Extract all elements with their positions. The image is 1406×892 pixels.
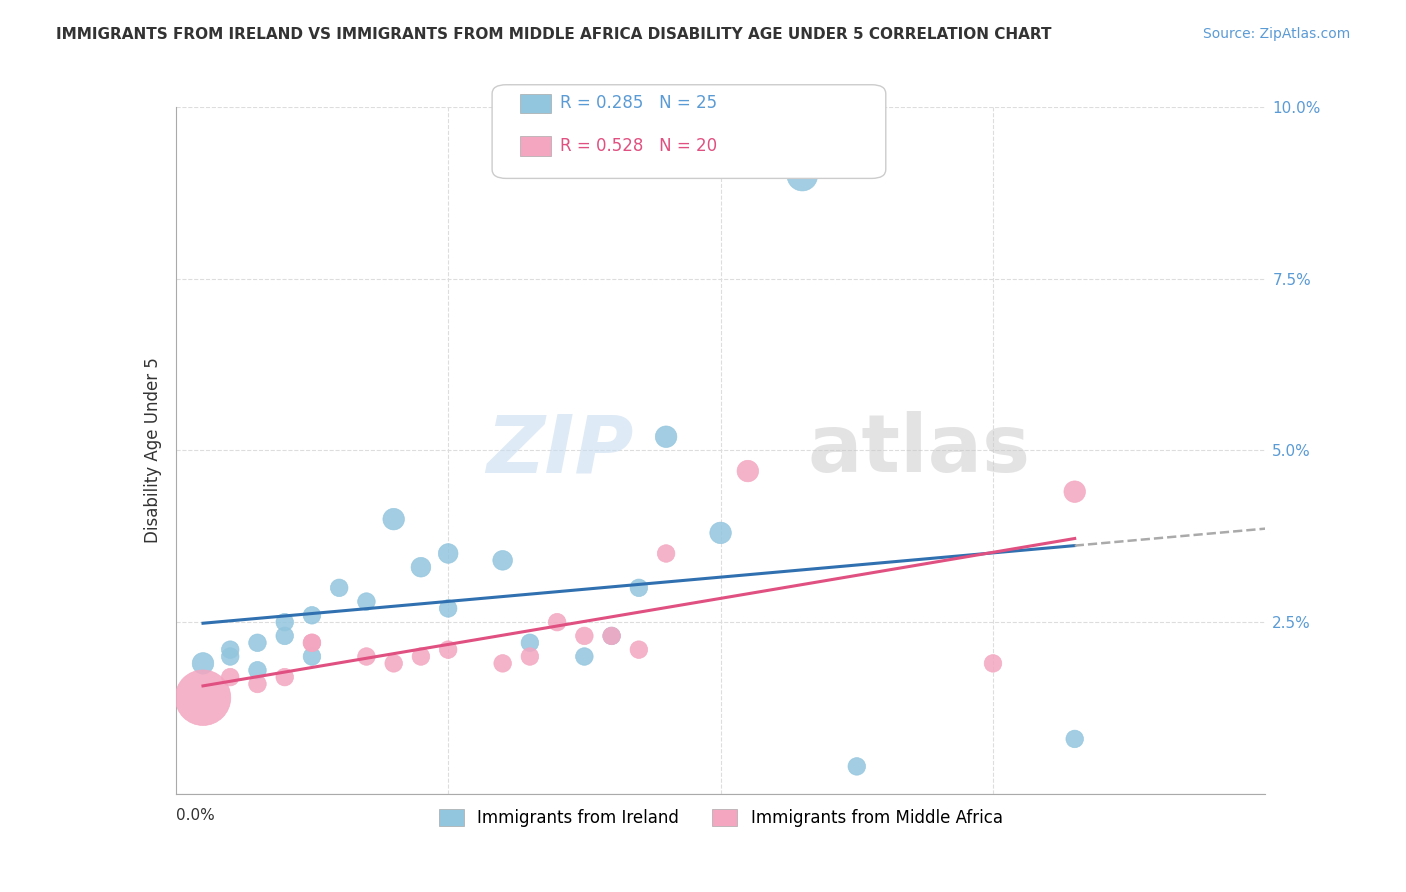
Point <box>382 657 405 671</box>
Point <box>246 636 269 650</box>
Point <box>219 649 242 664</box>
Text: IMMIGRANTS FROM IRELAND VS IMMIGRANTS FROM MIDDLE AFRICA DISABILITY AGE UNDER 5 : IMMIGRANTS FROM IRELAND VS IMMIGRANTS FR… <box>56 27 1052 42</box>
Point <box>492 553 515 567</box>
Text: 0.0%: 0.0% <box>176 807 215 822</box>
Text: ZIP: ZIP <box>486 411 633 490</box>
Point <box>382 512 405 526</box>
Point <box>627 581 650 595</box>
Point <box>356 649 378 664</box>
Point <box>437 546 460 561</box>
Point <box>600 629 623 643</box>
Point <box>546 615 568 630</box>
Point <box>409 649 432 664</box>
Point <box>219 670 242 684</box>
Point <box>356 594 378 608</box>
Point <box>981 657 1004 671</box>
Point <box>655 546 678 561</box>
Point <box>246 663 269 677</box>
Point <box>655 430 678 444</box>
Text: R = 0.285   N = 25: R = 0.285 N = 25 <box>560 95 717 112</box>
Point <box>1063 731 1085 746</box>
Point <box>492 657 515 671</box>
Point <box>301 649 323 664</box>
Point <box>274 670 297 684</box>
Point <box>274 615 297 630</box>
Point <box>627 642 650 657</box>
Point <box>191 657 214 671</box>
Legend: Immigrants from Ireland, Immigrants from Middle Africa: Immigrants from Ireland, Immigrants from… <box>432 802 1010 834</box>
Point <box>1063 484 1085 499</box>
Point <box>600 629 623 643</box>
Point <box>519 636 541 650</box>
Y-axis label: Disability Age Under 5: Disability Age Under 5 <box>143 358 162 543</box>
Point <box>219 642 242 657</box>
Point <box>301 636 323 650</box>
Point <box>328 581 350 595</box>
Point <box>437 601 460 615</box>
Text: Source: ZipAtlas.com: Source: ZipAtlas.com <box>1202 27 1350 41</box>
Point <box>274 629 297 643</box>
Text: atlas: atlas <box>807 411 1031 490</box>
Point <box>301 636 323 650</box>
Point <box>409 560 432 574</box>
Point <box>191 690 214 705</box>
Point <box>710 525 733 540</box>
Point <box>574 649 596 664</box>
Point <box>519 649 541 664</box>
Point <box>437 642 460 657</box>
Point <box>246 677 269 691</box>
Point <box>845 759 868 773</box>
Point <box>301 608 323 623</box>
Point <box>574 629 596 643</box>
Point <box>792 169 814 183</box>
Text: R = 0.528   N = 20: R = 0.528 N = 20 <box>560 137 717 155</box>
Point <box>737 464 759 478</box>
